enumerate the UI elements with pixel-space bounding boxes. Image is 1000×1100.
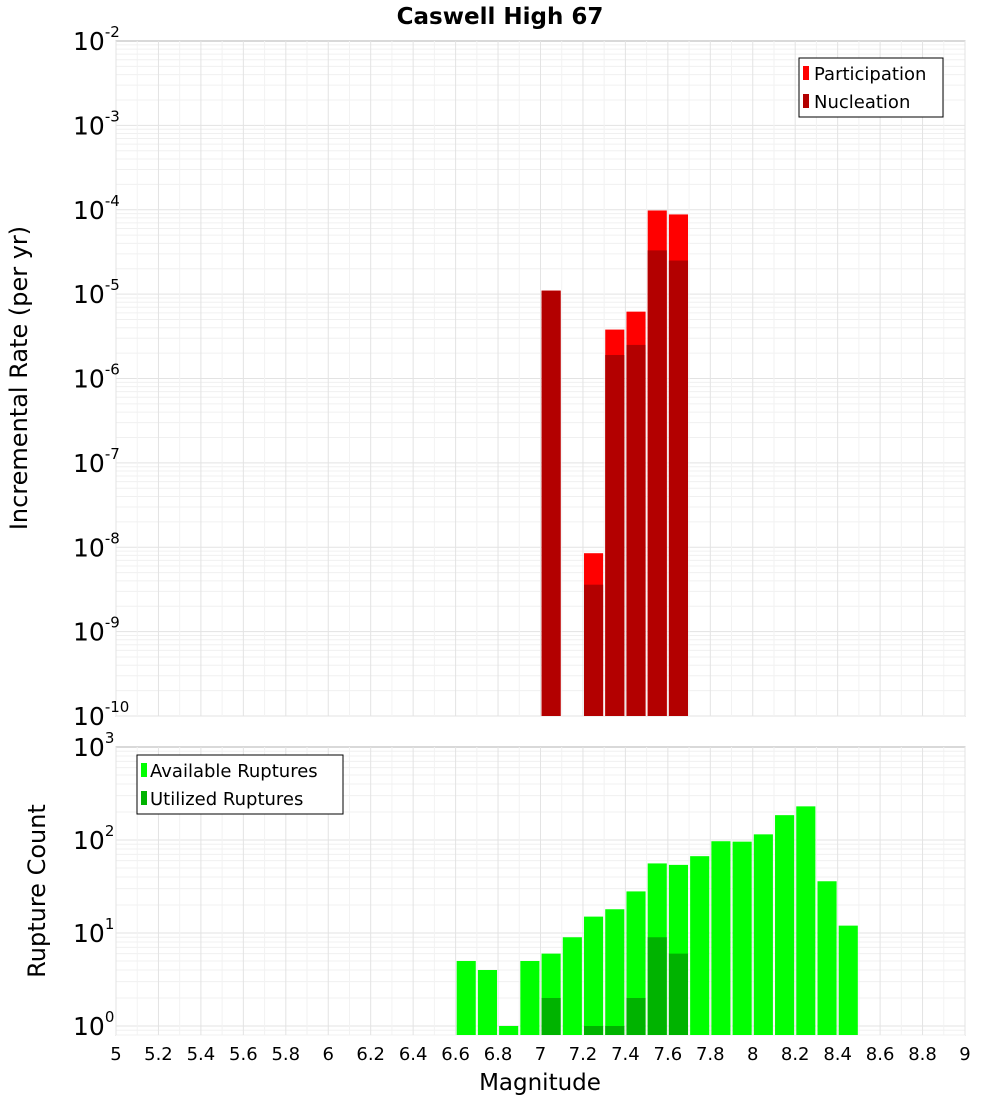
bottom-bar-available-ruptures xyxy=(584,916,604,1035)
bottom-bar-available-ruptures xyxy=(838,925,858,1035)
bottom-bar-available-ruptures xyxy=(690,856,710,1035)
x-tick-label: 5.8 xyxy=(271,1044,300,1065)
x-tick-label: 7.8 xyxy=(696,1044,725,1065)
top-grid xyxy=(115,41,966,717)
legend-label-available-ruptures: Available Ruptures xyxy=(150,761,318,782)
top-bar-nucleation xyxy=(605,354,625,716)
bottom-bar-available-ruptures xyxy=(753,834,773,1035)
top-y-tick-label: 10-3 xyxy=(73,107,120,140)
bottom-y-tick-labels: 100 101 102 103 xyxy=(73,729,114,1041)
x-axis-label: Magnitude xyxy=(479,1070,601,1096)
x-tick-label: 6 xyxy=(323,1044,334,1065)
bottom-bar-utilized-ruptures xyxy=(626,997,646,1035)
bottom-y-tick-label: 100 xyxy=(73,1008,114,1041)
bottom-bar-available-ruptures xyxy=(562,937,582,1035)
bottom-legend: Available Ruptures Utilized Ruptures xyxy=(136,754,344,815)
x-tick-label: 8.6 xyxy=(866,1044,895,1065)
top-legend: Participation Nucleation xyxy=(798,57,944,118)
top-y-tick-label: 10-5 xyxy=(73,276,120,309)
bottom-bar-utilized-ruptures xyxy=(605,1025,625,1035)
bottom-bar-available-ruptures xyxy=(605,909,625,1035)
legend-label-participation: Participation xyxy=(814,64,926,85)
top-bar-nucleation xyxy=(626,344,646,716)
top-y-tick-label: 10-9 xyxy=(73,614,120,647)
bottom-bar-utilized-ruptures xyxy=(584,1025,604,1035)
top-legend-box xyxy=(798,57,944,118)
legend-swatch-available-ruptures xyxy=(141,763,147,777)
top-y-axis-label: Incremental Rate (per yr) xyxy=(5,226,33,530)
bottom-bar-utilized-ruptures xyxy=(541,997,561,1035)
x-tick-label: 6.4 xyxy=(399,1044,428,1065)
bottom-bar-available-ruptures xyxy=(477,969,497,1035)
top-bar-nucleation xyxy=(668,260,689,716)
top-bar-nucleation xyxy=(647,250,667,717)
top-y-tick-label: 10-10 xyxy=(73,698,129,731)
x-tick-label: 5 xyxy=(110,1044,121,1065)
bottom-y-tick-label: 101 xyxy=(73,915,114,948)
bottom-bar-available-ruptures xyxy=(775,815,795,1035)
top-y-tick-label: 10-8 xyxy=(73,529,120,562)
x-tick-label: 6.2 xyxy=(356,1044,385,1065)
legend-label-nucleation: Nucleation xyxy=(814,92,910,113)
bottom-legend-box xyxy=(136,754,344,815)
bottom-panel: 100 101 102 103 5 5.2 5.4 5.6 5.8 6 6.2 6.4 6.6 6.8 7… xyxy=(23,729,971,1096)
x-tick-label: 5.2 xyxy=(144,1044,173,1065)
top-y-tick-label: 10-7 xyxy=(73,445,120,478)
top-y-tick-label: 10-2 xyxy=(73,23,120,56)
x-tick-label: 6.6 xyxy=(441,1044,470,1065)
top-y-tick-labels: 10-10 10-9 10-8 10-7 10-6 10-5 10-4 10-3 10-2 xyxy=(73,23,129,731)
x-tick-label: 9 xyxy=(959,1044,970,1065)
bottom-bar-available-ruptures xyxy=(817,881,837,1035)
top-bar-nucleation xyxy=(584,584,604,716)
x-tick-label: 7.2 xyxy=(569,1044,598,1065)
bottom-y-tick-label: 102 xyxy=(73,822,114,855)
bottom-bar-available-ruptures xyxy=(732,841,752,1035)
x-tick-label: 7.4 xyxy=(611,1044,640,1065)
x-tick-label: 6.8 xyxy=(484,1044,513,1065)
x-tick-label: 5.4 xyxy=(187,1044,216,1065)
bottom-bar-available-ruptures xyxy=(796,806,816,1035)
bottom-bar-available-ruptures xyxy=(711,841,731,1035)
x-tick-label: 5.6 xyxy=(229,1044,258,1065)
legend-swatch-nucleation xyxy=(803,94,809,108)
bottom-y-axis-label: Rupture Count xyxy=(23,804,51,978)
bottom-y-tick-label: 103 xyxy=(73,729,114,762)
top-y-tick-label: 10-6 xyxy=(73,361,120,394)
legend-swatch-utilized-ruptures xyxy=(141,791,147,805)
x-tick-label: 7.6 xyxy=(654,1044,683,1065)
bottom-bar-available-ruptures xyxy=(520,960,540,1035)
x-tick-label: 8.2 xyxy=(781,1044,810,1065)
x-tick-label: 8.8 xyxy=(908,1044,937,1065)
bottom-bar-available-ruptures xyxy=(499,1025,519,1035)
legend-label-utilized-ruptures: Utilized Ruptures xyxy=(150,789,303,810)
x-tick-label: 8.4 xyxy=(823,1044,852,1065)
top-bars xyxy=(541,210,689,717)
legend-swatch-participation xyxy=(803,66,809,80)
chart-title: Caswell High 67 xyxy=(397,4,604,30)
x-tick-label: 8 xyxy=(747,1044,758,1065)
bottom-bar-available-ruptures xyxy=(456,960,476,1035)
top-bar-nucleation xyxy=(541,290,561,716)
top-panel: 10-10 10-9 10-8 10-7 10-6 10-5 10-4 10-3 10-2 In… xyxy=(5,23,966,731)
x-tick-labels: 5 5.2 5.4 5.6 5.8 6 6.2 6.4 6.6 6.8 7 7.2 7.4 7.6 7.8 8… xyxy=(110,1044,970,1065)
bottom-bar-utilized-ruptures xyxy=(668,953,689,1035)
bottom-bar-utilized-ruptures xyxy=(647,937,667,1035)
bottom-bars xyxy=(456,806,858,1035)
x-tick-label: 7 xyxy=(535,1044,546,1065)
top-y-tick-label: 10-4 xyxy=(73,192,120,225)
